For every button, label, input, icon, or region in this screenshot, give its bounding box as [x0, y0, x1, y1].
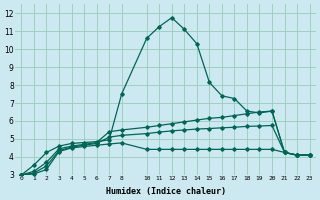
X-axis label: Humidex (Indice chaleur): Humidex (Indice chaleur): [106, 187, 226, 196]
